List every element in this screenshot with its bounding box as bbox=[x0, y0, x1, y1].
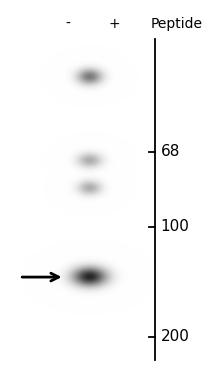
Text: 100: 100 bbox=[160, 219, 189, 234]
Text: 68: 68 bbox=[160, 144, 180, 159]
Text: -: - bbox=[65, 17, 70, 30]
Text: +: + bbox=[108, 17, 120, 30]
Text: Peptide: Peptide bbox=[150, 17, 202, 30]
Text: 200: 200 bbox=[160, 330, 189, 344]
